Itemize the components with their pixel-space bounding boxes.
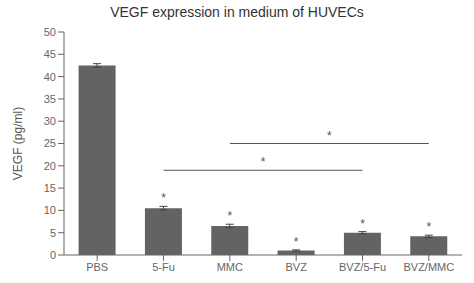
svg-text:BVZ/MMC: BVZ/MMC (403, 261, 454, 273)
svg-text:5-Fu: 5-Fu (152, 261, 175, 273)
svg-text:*: * (227, 209, 232, 223)
svg-text:MMC: MMC (217, 261, 243, 273)
svg-text:15: 15 (44, 182, 56, 194)
svg-text:10: 10 (44, 204, 56, 216)
svg-text:*: * (426, 220, 431, 234)
svg-text:*: * (360, 217, 365, 231)
html-text:VEGF expression in medium of H: VEGF expression in medium of HUVECs (110, 4, 364, 20)
svg-text:50: 50 (44, 26, 56, 38)
svg-text:25: 25 (44, 137, 56, 149)
svg-text:5: 5 (50, 227, 56, 239)
svg-text:35: 35 (44, 93, 56, 105)
svg-text:30: 30 (44, 115, 56, 127)
svg-text:*: * (327, 129, 332, 143)
svg-text:*: * (261, 155, 266, 169)
svg-text:VEGF (pg/ml): VEGF (pg/ml) (11, 107, 25, 180)
svg-text:*: * (294, 235, 299, 249)
svg-text:40: 40 (44, 71, 56, 83)
svg-text:45: 45 (44, 48, 56, 60)
svg-text:20: 20 (44, 160, 56, 172)
svg-text:BVZ/5-Fu: BVZ/5-Fu (339, 261, 386, 273)
svg-text:BVZ: BVZ (285, 261, 307, 273)
svg-text:PBS: PBS (86, 261, 108, 273)
svg-text:*: * (161, 191, 166, 205)
svg-text:0: 0 (50, 249, 56, 261)
